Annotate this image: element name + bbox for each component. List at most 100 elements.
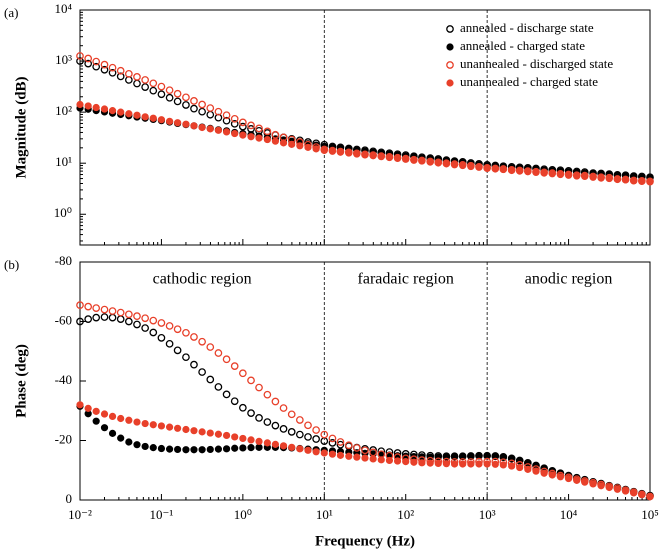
data-point [247, 444, 255, 452]
data-point [621, 487, 630, 495]
data-point [613, 175, 622, 184]
data-point [165, 86, 174, 95]
data-point [230, 119, 239, 128]
data-point [214, 126, 223, 134]
data-point [198, 428, 206, 436]
data-point [483, 460, 491, 468]
data-point [328, 434, 337, 443]
data-point [166, 423, 174, 431]
y-tick-label: -60 [55, 312, 72, 327]
data-point [638, 491, 646, 499]
data-point [108, 63, 117, 72]
data-point [92, 103, 100, 112]
data-point [295, 416, 304, 424]
data-point [508, 462, 516, 470]
data-point [556, 170, 565, 179]
data-point [524, 465, 532, 473]
data-point [304, 433, 312, 441]
data-point [312, 448, 320, 456]
data-point [84, 54, 93, 63]
data-point [116, 308, 125, 317]
data-point [410, 458, 418, 466]
data-point [459, 161, 467, 170]
data-point [263, 390, 272, 399]
data-point [166, 117, 174, 125]
y-tick-label: 10¹ [55, 154, 72, 169]
data-point [475, 452, 483, 460]
data-point [312, 145, 320, 153]
data-point [157, 90, 166, 99]
data-point [100, 60, 109, 69]
data-point [573, 476, 581, 484]
data-point [467, 460, 475, 468]
y-tick-label: 10³ [55, 52, 72, 67]
data-point [271, 440, 280, 448]
data-point [556, 473, 565, 481]
data-point [467, 162, 475, 171]
data-point [76, 301, 84, 309]
data-point [173, 89, 182, 98]
data-point [271, 421, 280, 430]
data-point [214, 349, 223, 357]
data-point [222, 445, 231, 453]
data-point [589, 480, 597, 488]
data-point [255, 443, 263, 451]
data-point [516, 463, 524, 472]
data-point [214, 107, 223, 116]
data-point [532, 168, 540, 177]
data-point [124, 310, 133, 319]
data-point [76, 100, 84, 109]
data-point [312, 426, 320, 434]
data-point [165, 339, 174, 348]
legend-marker [446, 79, 454, 87]
x-tick-label: 10³ [479, 507, 496, 522]
data-point [206, 445, 214, 454]
data-point [141, 113, 149, 121]
data-point [125, 416, 133, 424]
y-tick-label: -40 [55, 372, 72, 387]
data-point [287, 428, 296, 436]
panel-label: (b) [4, 257, 19, 272]
data-point [581, 172, 589, 181]
data-point [92, 57, 101, 66]
data-point [442, 160, 451, 168]
data-point [239, 131, 247, 139]
data-point [296, 142, 304, 150]
data-point [271, 137, 280, 145]
data-point [190, 333, 198, 341]
legend-marker [446, 61, 454, 69]
data-point [564, 171, 573, 179]
data-point [287, 410, 296, 419]
data-point [320, 430, 329, 439]
data-point [296, 445, 304, 453]
data-point [190, 360, 198, 369]
data-point [491, 165, 499, 173]
legend-marker [446, 25, 454, 33]
data-point [263, 418, 272, 426]
region-label: cathodic region [153, 271, 252, 288]
data-point [361, 454, 369, 462]
data-point [344, 441, 353, 450]
legend-label: unannealed - charged state [460, 74, 598, 89]
data-point [288, 140, 296, 148]
x-tick-label: 10⁴ [560, 507, 578, 522]
data-point [263, 127, 272, 136]
data-point [239, 444, 247, 452]
data-point [190, 122, 198, 130]
data-point [353, 453, 361, 461]
data-point [133, 441, 141, 449]
y-axis-label: Phase (deg) [13, 344, 29, 418]
data-point [336, 440, 345, 449]
data-point [198, 107, 206, 116]
data-point [573, 172, 581, 180]
data-point [198, 337, 206, 346]
data-point [597, 174, 605, 182]
data-point [116, 72, 125, 81]
data-point [239, 122, 247, 131]
data-point [133, 312, 141, 320]
data-point [124, 317, 133, 326]
data-point [157, 116, 166, 124]
data-point [255, 124, 263, 133]
data-point [141, 76, 149, 84]
data-point [222, 355, 231, 364]
